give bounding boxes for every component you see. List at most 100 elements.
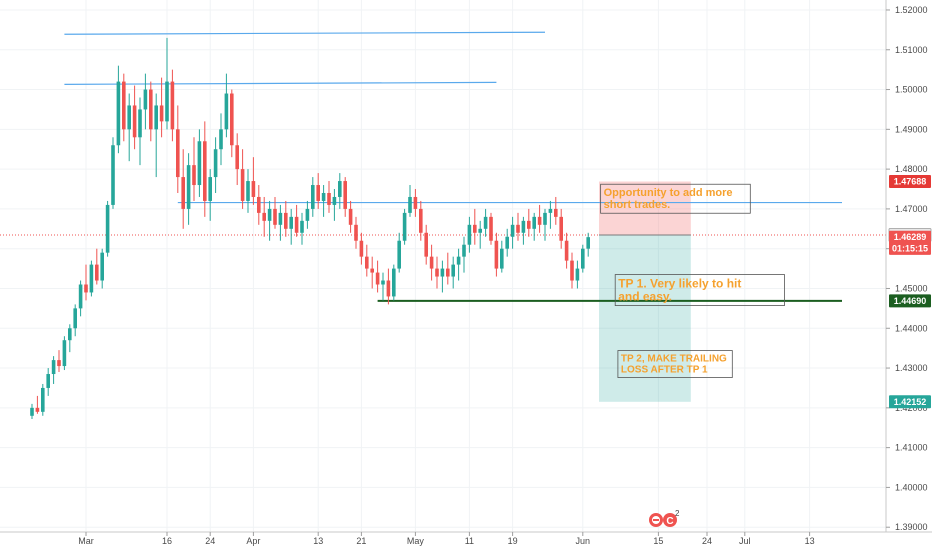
candle-body	[143, 89, 148, 110]
price-badge	[889, 294, 931, 308]
candle-body	[532, 216, 536, 229]
price-axis[interactable]: 1.52000 1.51000 1.50000 1.49000 1.48000 1.470…	[886, 5, 928, 532]
top-resistance-line[interactable]	[64, 31, 546, 35]
candle-body	[554, 208, 558, 217]
price-badge-label: 1.47688	[894, 177, 927, 187]
price-badge-label: 1.46289	[894, 232, 927, 242]
candle-body	[95, 264, 99, 281]
candles	[30, 37, 590, 419]
target-icon[interactable]	[649, 513, 663, 527]
candle-body	[473, 224, 477, 233]
candle-body	[122, 81, 126, 130]
candle-body	[370, 268, 374, 273]
short-position-zone[interactable]	[599, 181, 691, 402]
price-badges: 1.476881.463451.4628901:15:151.446901.42…	[888, 175, 932, 409]
candle-body	[89, 264, 94, 293]
candle-body	[208, 177, 212, 201]
candle-body	[348, 208, 353, 225]
price-badge-label: 1.44690	[894, 296, 927, 306]
candle-body	[537, 216, 542, 225]
candle-body	[462, 244, 466, 257]
candle-body	[381, 280, 385, 285]
annotation-text: TP 1. Very likely to hit	[618, 277, 741, 291]
candle-body	[132, 105, 137, 138]
annotation-text: Opportunity to add more	[604, 187, 733, 199]
svg-text:C: C	[666, 516, 673, 527]
candle-body	[316, 185, 320, 201]
candle-body	[359, 240, 364, 257]
annotation-box[interactable]	[600, 183, 751, 214]
candle-body	[57, 360, 61, 367]
candle-body	[581, 248, 585, 269]
candle-body	[478, 228, 482, 233]
y-tick-label: 1.41000	[895, 443, 928, 453]
candle-body	[111, 145, 115, 205]
candle-body	[483, 216, 488, 229]
y-tick-label: 1.47000	[895, 204, 928, 214]
candle-body	[397, 240, 401, 269]
y-tick-label: 1.48000	[895, 164, 928, 174]
candle-body	[192, 165, 196, 186]
candle-body	[327, 192, 331, 205]
candle-body	[78, 284, 83, 309]
candle-body	[510, 224, 515, 237]
candle-body	[419, 208, 423, 233]
candle-body	[62, 340, 67, 367]
candle-body	[446, 268, 450, 277]
x-tick-label: 21	[356, 536, 366, 546]
x-tick-label: 24	[702, 536, 712, 546]
price-badge-label: 01:15:15	[892, 243, 928, 253]
price-badge	[889, 395, 931, 409]
currency-icon[interactable]: C	[663, 513, 677, 527]
price-badge	[889, 241, 931, 255]
candle-body	[41, 387, 45, 412]
candle-body	[278, 212, 283, 225]
candle-body	[165, 81, 169, 122]
x-tick-label: 11	[465, 536, 474, 546]
candle-body	[176, 129, 180, 178]
x-tick-label: 19	[508, 536, 518, 546]
annotation-text: and easy.	[618, 290, 672, 304]
candle-body	[84, 284, 88, 293]
candle-body	[300, 220, 304, 233]
price-badge	[889, 175, 931, 189]
level-lines[interactable]	[64, 31, 842, 302]
candle-body	[332, 196, 337, 205]
take-profit-zone[interactable]	[599, 234, 691, 402]
candle-body	[73, 308, 77, 329]
candle-body	[521, 220, 526, 233]
stop-loss-zone[interactable]	[599, 181, 691, 235]
upper-resistance-line[interactable]	[64, 81, 497, 85]
candle-body	[51, 360, 56, 375]
candle-body	[386, 280, 391, 297]
y-tick-label: 1.52000	[895, 5, 928, 15]
x-tick-label: 13	[805, 536, 815, 546]
annotation-text: TP 2, MAKE TRAILING	[621, 354, 727, 365]
x-tick-label: 15	[653, 536, 663, 546]
candle-body	[203, 141, 207, 201]
candle-body	[116, 81, 121, 146]
candle-body	[516, 224, 520, 233]
annotation-box[interactable]	[614, 274, 785, 306]
candle-body	[305, 208, 310, 221]
candle-body	[338, 181, 342, 197]
candle-body	[494, 240, 499, 269]
candle-body	[456, 256, 461, 265]
annotation-box[interactable]	[617, 350, 733, 378]
candle-body	[289, 216, 293, 229]
x-tick-label: Mar	[78, 536, 94, 546]
candle-body	[294, 216, 299, 233]
time-axis[interactable]: Mar 16 24 Apr 13 21 May 11 19 Jun 15 24 Jul 13	[78, 532, 815, 546]
candle-body	[489, 216, 493, 241]
x-tick-label: Apr	[246, 536, 260, 546]
candle-body	[365, 256, 369, 269]
candle-body	[500, 248, 504, 269]
candle-body	[246, 181, 250, 201]
toolbar-icons[interactable]: C 2	[649, 509, 680, 527]
candle-body	[257, 196, 261, 213]
